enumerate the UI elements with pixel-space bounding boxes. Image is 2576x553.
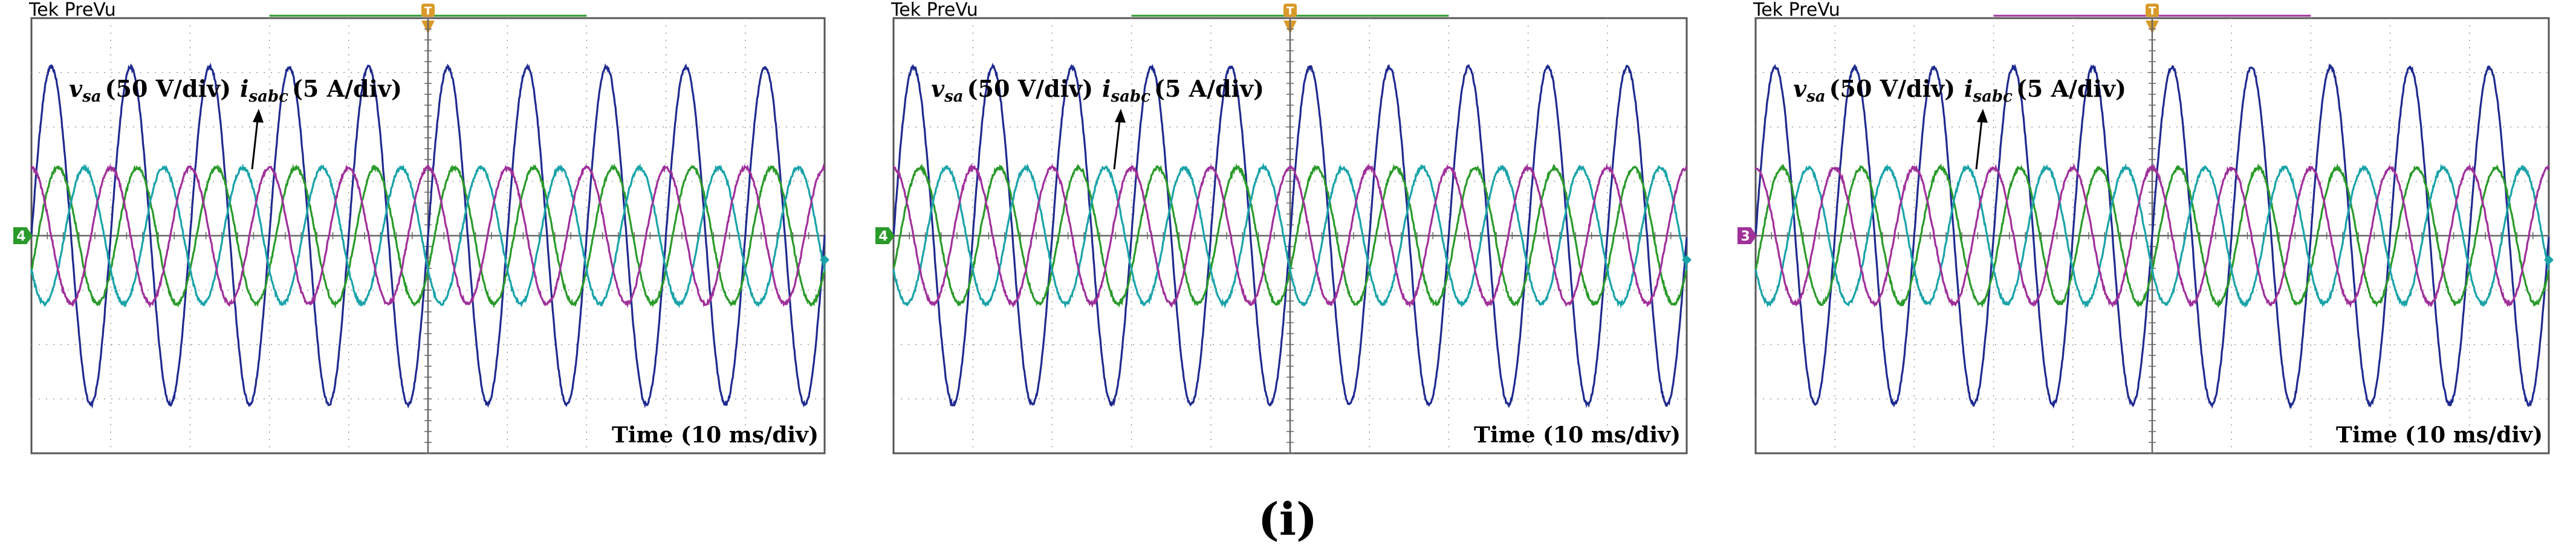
voltage-scale-label: vsa (50 V/div) xyxy=(931,75,1093,106)
cursor-diamond-icon xyxy=(820,255,829,265)
waveform-isc xyxy=(30,163,826,309)
scope-panels: Tek PreVu T 4 vsa (50 V/div) isabc (5 A/div) Ti… xyxy=(13,0,2554,454)
waveform-vsa xyxy=(892,62,1688,409)
svg-text:4: 4 xyxy=(878,229,887,244)
time-scale-label: Time (10 ms/div) xyxy=(2336,422,2543,448)
cursor-diamond-icon xyxy=(2544,255,2554,265)
channel-ground-marker: 4 xyxy=(875,227,895,244)
instrument-label: Tek PreVu xyxy=(1753,0,1840,21)
channel-ground-marker: 3 xyxy=(1737,227,1757,244)
time-scale-label: Time (10 ms/div) xyxy=(612,422,819,448)
svg-text:4: 4 xyxy=(16,229,25,244)
figure-caption: (i) xyxy=(1258,494,1317,546)
waveform-vsa xyxy=(1754,63,2550,410)
waveform-isc xyxy=(1754,163,2549,309)
current-scale-label: isabc (5 A/div) xyxy=(1102,75,1264,106)
svg-text:T: T xyxy=(424,5,432,18)
current-label-arrow-icon xyxy=(1975,109,1988,170)
instrument-label: Tek PreVu xyxy=(891,0,978,21)
scope-panel-1: Tek PreVu T 4 vsa (50 V/div) isabc (5 A/div) Ti… xyxy=(13,0,829,454)
voltage-scale-label: vsa (50 V/div) xyxy=(1793,75,1955,106)
trigger-marker-icon: T xyxy=(1283,4,1297,34)
svg-text:T: T xyxy=(1286,5,1294,18)
current-label-arrow-icon xyxy=(1113,109,1126,170)
waveforms xyxy=(30,62,826,409)
scope-panel-3: Tek PreVu T 3 vsa (50 V/div) isabc (5 A/div) Ti… xyxy=(1737,0,2554,454)
waveforms xyxy=(892,62,1688,409)
waveform-isc xyxy=(893,163,1688,308)
channel-ground-marker: 4 xyxy=(13,227,33,244)
current-scale-label: isabc (5 A/div) xyxy=(1964,75,2126,106)
voltage-scale-label: vsa (50 V/div) xyxy=(69,75,231,106)
current-label-arrow-icon xyxy=(251,109,264,170)
waveform-vsa xyxy=(30,62,826,409)
instrument-label: Tek PreVu xyxy=(28,0,116,21)
scope-panel-2: Tek PreVu T 4 vsa (50 V/div) isabc (5 A/div) Ti… xyxy=(875,0,1692,454)
cursor-diamond-icon xyxy=(1682,255,1692,265)
waveforms xyxy=(1754,63,2550,410)
svg-text:T: T xyxy=(2149,5,2156,18)
current-scale-label: isabc (5 A/div) xyxy=(240,75,402,106)
time-scale-label: Time (10 ms/div) xyxy=(1474,422,1681,448)
svg-text:3: 3 xyxy=(1741,229,1750,244)
